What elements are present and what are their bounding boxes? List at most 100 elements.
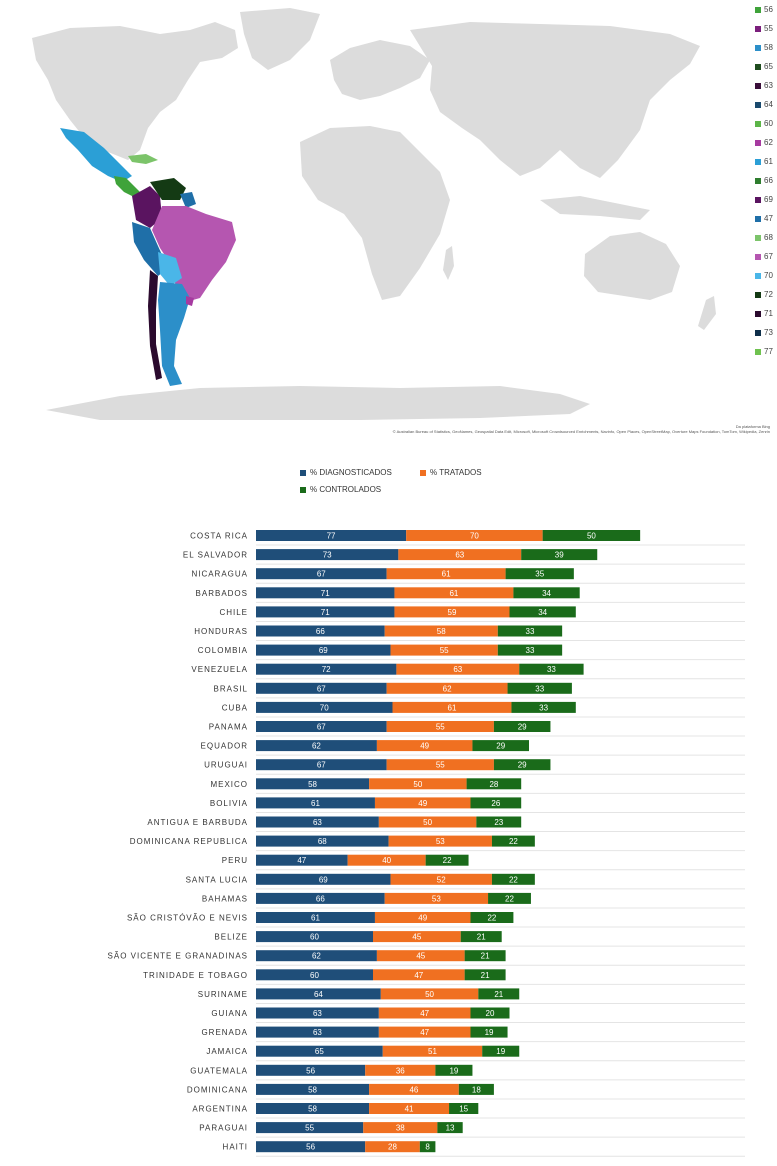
map-legend-swatch	[755, 177, 761, 184]
bar-segment	[519, 663, 584, 675]
map-asia	[410, 22, 700, 178]
map-legend-label: 69	[764, 195, 773, 204]
bar-segment	[378, 816, 477, 828]
data-label: 58	[308, 1085, 317, 1094]
map-legend-label: 71	[764, 309, 773, 318]
bar-segment	[256, 701, 393, 713]
data-label: 19	[449, 1066, 458, 1075]
data-label: 45	[412, 933, 421, 942]
map-credit-source: Da plataforma Bing	[735, 424, 770, 429]
bar-segment	[256, 892, 385, 904]
map-legend-item: 68	[755, 228, 777, 247]
category-label: DOMINICANA REPUBLICA	[130, 837, 248, 846]
bar-segment	[542, 530, 641, 541]
map-legend: 56 55 58 65 63 64 60 62 61 66 69 47 68 67 70 72 71 73 77	[755, 0, 777, 361]
bar-segment	[256, 1122, 364, 1134]
bar-segment	[256, 606, 395, 618]
map-legend-swatch	[755, 310, 761, 317]
data-label: 21	[477, 933, 486, 942]
category-label: BARBADOS	[196, 589, 248, 598]
bar-segment	[256, 950, 377, 962]
bar-segment	[256, 549, 399, 561]
category-label: BRASIL	[214, 684, 248, 693]
bar-segment	[256, 1064, 366, 1076]
data-label: 61	[449, 589, 458, 598]
bar-segment	[256, 1141, 366, 1153]
bar-segment	[437, 1122, 463, 1134]
bar-segment	[256, 873, 391, 885]
map-caribbean	[128, 154, 158, 164]
map-legend-item: 65	[755, 57, 777, 76]
bar-segment	[394, 606, 510, 618]
map-credit-attribution: © Australian Bureau of Statistics, GeoNa…	[392, 429, 770, 434]
bar-segment	[256, 931, 373, 943]
map-legend-item: 56	[755, 0, 777, 19]
data-label: 56	[306, 1066, 315, 1075]
bar-segment	[466, 778, 522, 790]
map-credit: Da plataforma Bing © Australian Bureau o…	[230, 424, 770, 434]
map-legend-swatch	[755, 101, 761, 108]
data-label: 77	[327, 532, 336, 541]
map-legend-swatch	[755, 234, 761, 241]
bar-segment	[365, 1064, 436, 1076]
data-label: 71	[321, 608, 330, 617]
map-legend-item: 64	[755, 95, 777, 114]
data-label: 50	[587, 532, 596, 541]
category-label: BAHAMAS	[202, 894, 248, 903]
bar-segment	[378, 1026, 471, 1038]
bar-segment	[491, 835, 535, 847]
bar-segment	[419, 1141, 436, 1153]
data-label: 67	[317, 723, 326, 732]
data-label: 55	[436, 723, 445, 732]
data-label: 13	[446, 1124, 455, 1133]
legend-swatch-controlados	[300, 486, 306, 493]
map-legend-item: 63	[755, 76, 777, 95]
bar-segment	[369, 1083, 459, 1095]
data-label: 47	[297, 856, 306, 865]
data-label: 58	[308, 780, 317, 789]
bar-segment	[491, 873, 535, 885]
data-label: 33	[539, 703, 548, 712]
data-label: 50	[423, 818, 432, 827]
bar-segment	[378, 1007, 471, 1019]
data-label: 33	[547, 665, 556, 674]
bar-segment	[380, 988, 479, 1000]
bar-segment	[376, 950, 465, 962]
data-label: 29	[518, 761, 527, 770]
bar-segment	[256, 1026, 379, 1038]
data-label: 70	[470, 532, 479, 541]
map-legend-label: 68	[764, 233, 773, 242]
bar-segment	[464, 969, 506, 981]
map-legend-swatch	[755, 272, 761, 279]
bar-segment	[376, 740, 473, 752]
bar-segment	[396, 663, 520, 675]
data-label: 26	[491, 799, 500, 808]
map-legend-item: 58	[755, 38, 777, 57]
category-label: GUATEMALA	[190, 1066, 248, 1075]
data-label: 52	[437, 875, 446, 884]
bar-segment	[256, 1045, 383, 1057]
data-label: 33	[526, 627, 535, 636]
data-label: 29	[496, 742, 505, 751]
map-africa	[300, 126, 450, 300]
bar-segment	[256, 587, 395, 599]
bar-segment	[363, 1122, 438, 1134]
data-label: 8	[425, 1143, 430, 1152]
map-legend-label: 73	[764, 328, 773, 337]
map-panel: 56 55 58 65 63 64 60 62 61 66 69 47 68 67 70 72 71 73 77 D…	[0, 0, 777, 445]
data-label: 46	[409, 1085, 418, 1094]
category-label: HONDURAS	[194, 627, 248, 636]
map-legend-label: 67	[764, 252, 773, 261]
category-label: COSTA RICA	[190, 532, 248, 541]
data-label: 40	[382, 856, 391, 865]
bar-segment	[470, 912, 514, 923]
bar-segment	[256, 816, 379, 828]
category-label: TRINIDADE E TOBAGO	[143, 971, 248, 980]
data-label: 47	[420, 1009, 429, 1018]
category-label: JAMAICA	[206, 1047, 248, 1056]
bar-segment	[256, 1103, 370, 1114]
map-indonesia	[540, 196, 650, 220]
map-legend-item: 62	[755, 133, 777, 152]
map-legend-label: 64	[764, 100, 773, 109]
bar-segment	[493, 759, 551, 771]
